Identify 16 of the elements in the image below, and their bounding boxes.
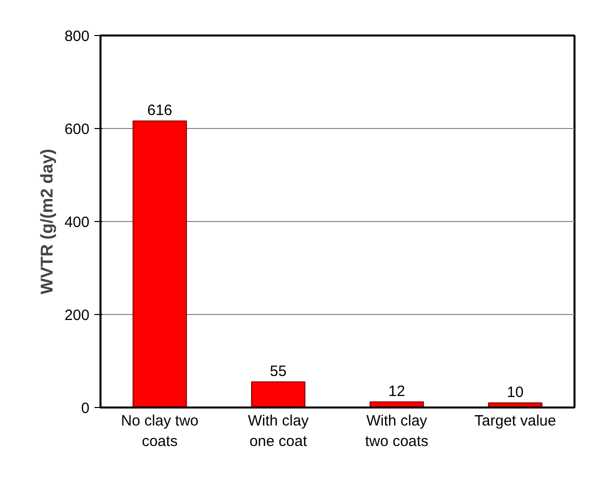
y-tick-label: 0 (81, 400, 90, 417)
y-tick-label: 400 (64, 214, 90, 231)
y-tick-label: 800 (64, 28, 90, 45)
bar (251, 381, 306, 408)
data-label: 55 (270, 362, 287, 380)
data-label: 10 (506, 384, 524, 401)
data-label: 12 (388, 382, 406, 400)
x-tick-label: Target value (474, 412, 556, 430)
x-tick-label: No clay two coats (120, 412, 199, 450)
bar (132, 120, 187, 408)
y-axis-title: WVTR (g/(m2 day) (37, 148, 56, 294)
y-tick-label: 200 (64, 307, 90, 324)
x-tick-label: With clay one coat (248, 412, 310, 450)
y-tick-label: 600 (64, 121, 90, 138)
x-tick-label: With clay two coats (365, 412, 428, 450)
data-label: 616 (147, 102, 172, 120)
